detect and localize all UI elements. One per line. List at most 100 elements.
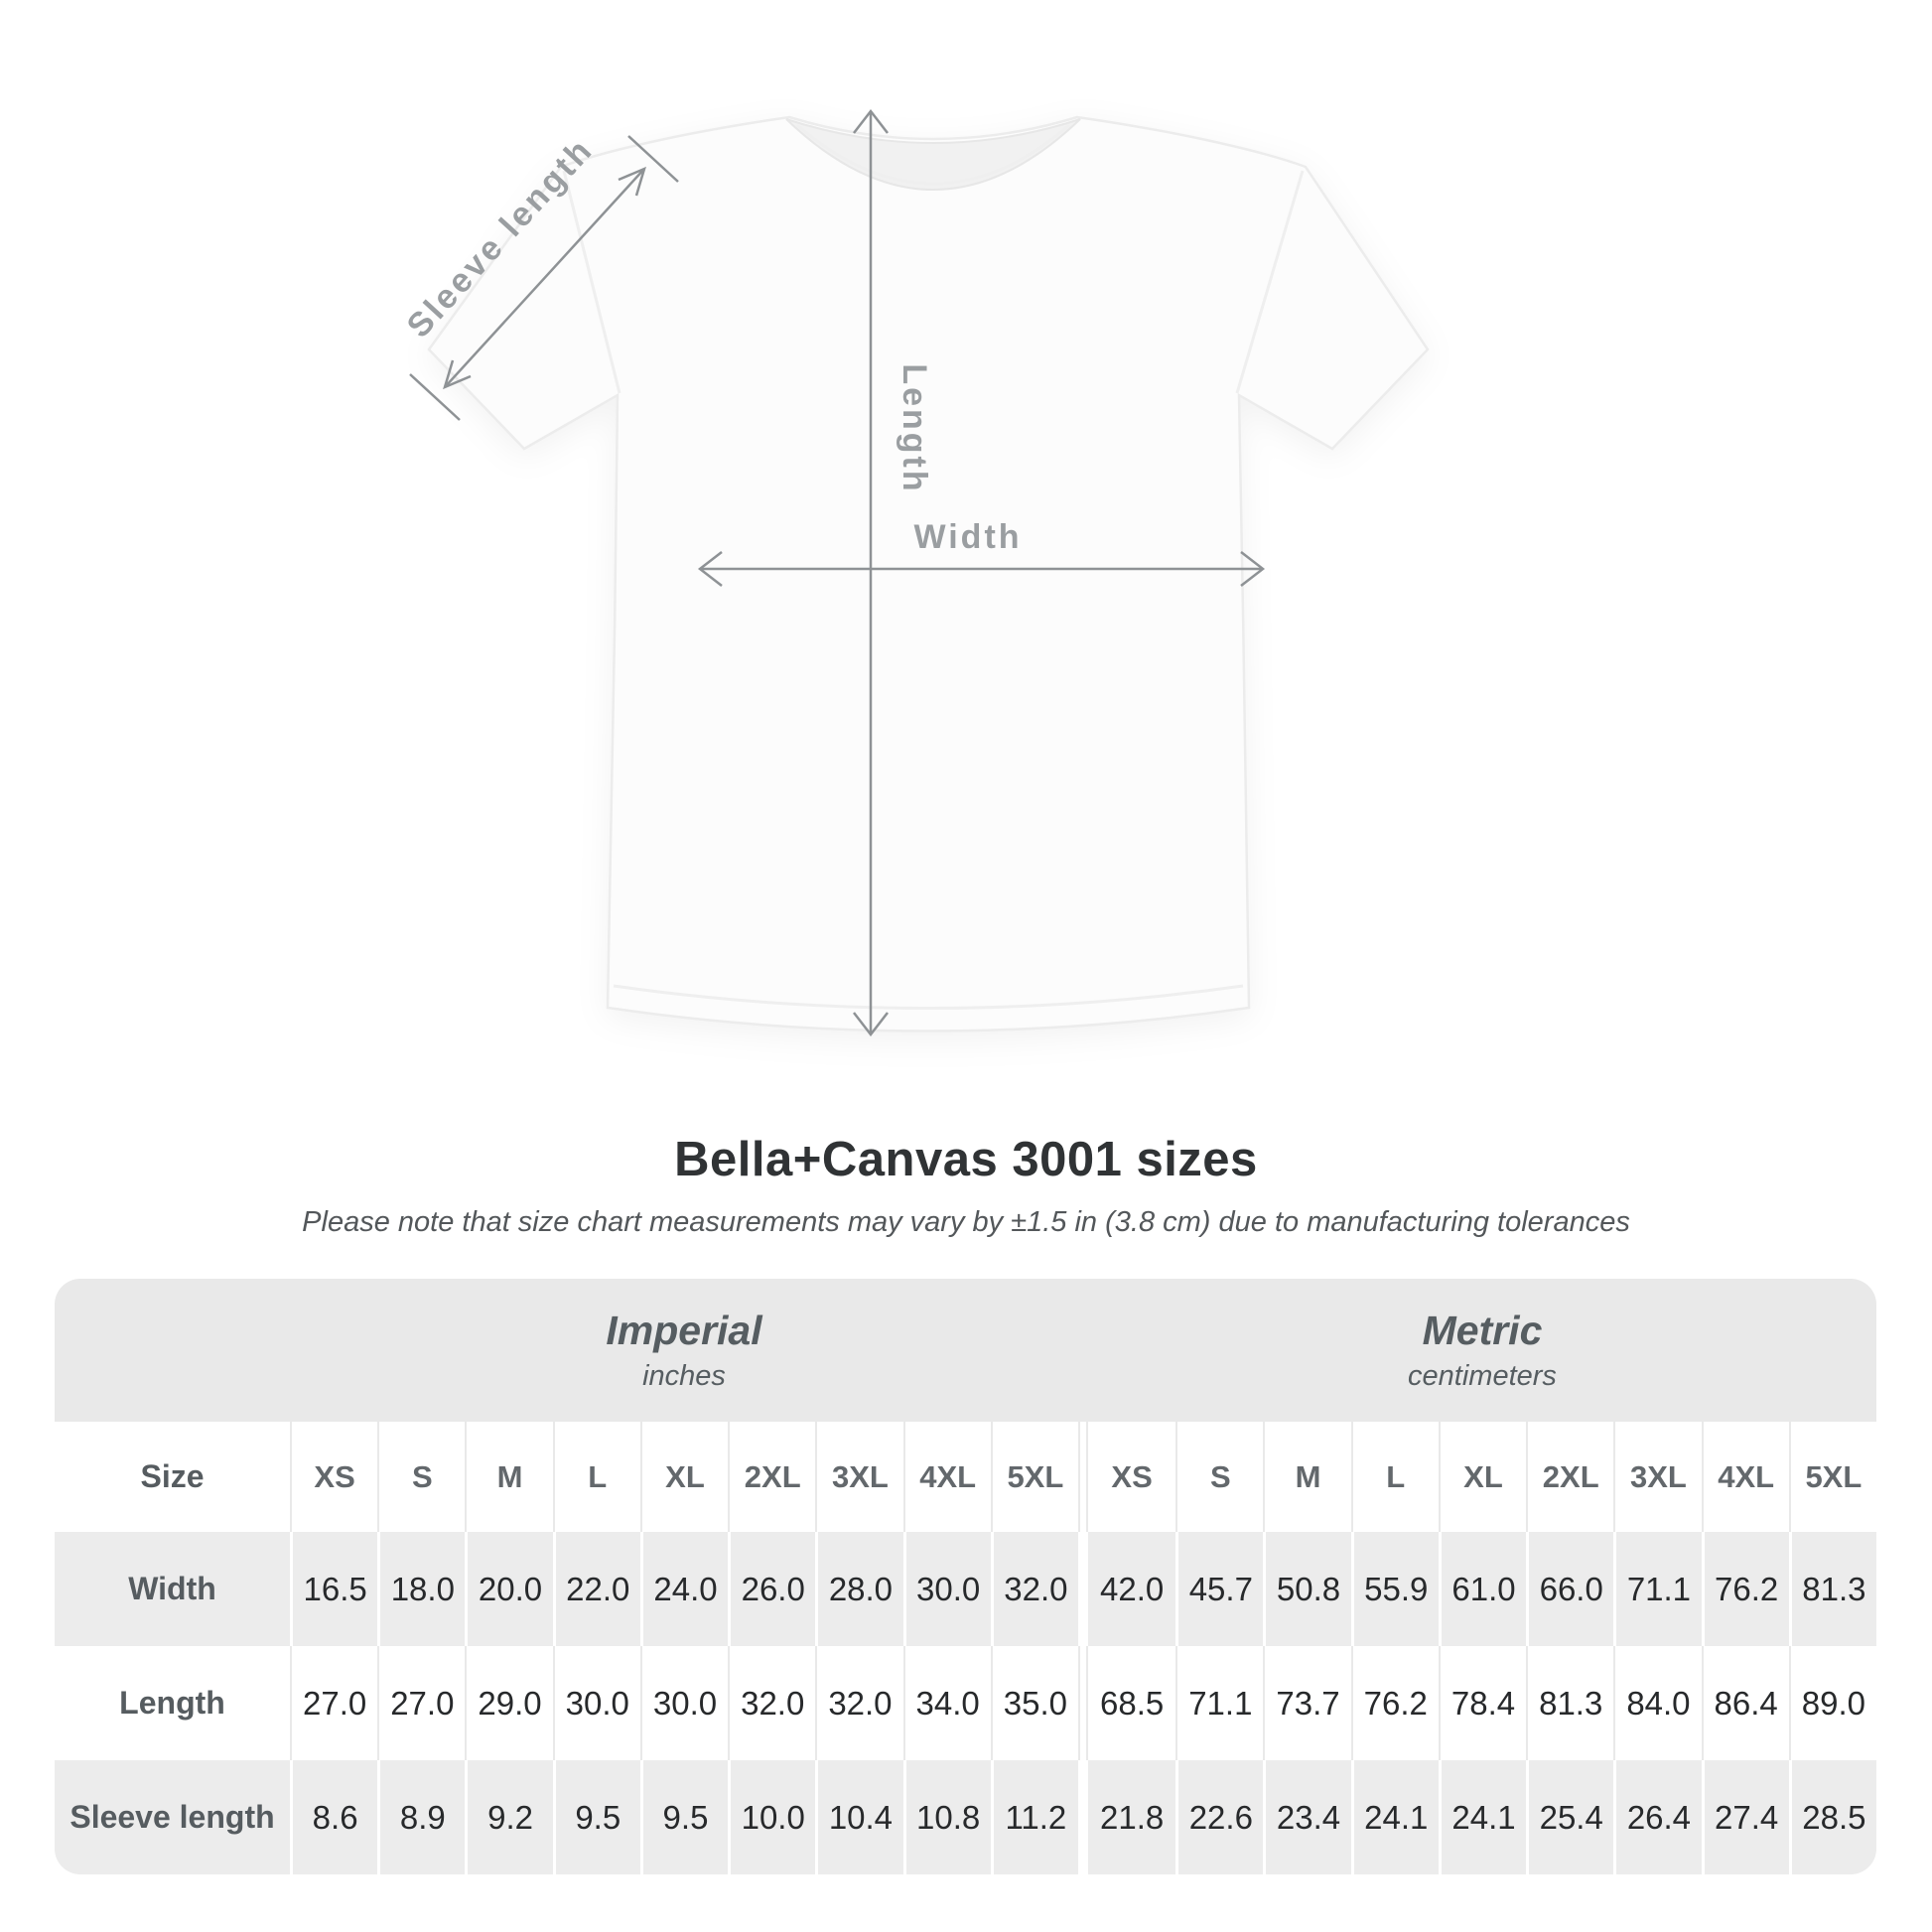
size-col-header: XS — [290, 1422, 377, 1532]
value-cell: 45.7 — [1175, 1532, 1264, 1646]
value-cell: 32.0 — [728, 1646, 815, 1760]
value-cell: 18.0 — [377, 1532, 466, 1646]
group-spacer — [1078, 1760, 1088, 1874]
value-cell: 21.8 — [1087, 1760, 1176, 1874]
bottom-hem-seam — [613, 984, 1244, 1010]
value-cell: 27.4 — [1701, 1760, 1789, 1874]
value-cell: 76.2 — [1350, 1646, 1439, 1760]
size-chart-note: Please note that size chart measurements… — [302, 1206, 1630, 1238]
value-cell: 81.3 — [1526, 1646, 1613, 1760]
value-cell: 50.8 — [1263, 1532, 1351, 1646]
value-cell: 11.2 — [990, 1760, 1078, 1874]
size-col-header: 3XL — [1613, 1422, 1701, 1532]
value-cell: 9.5 — [552, 1760, 640, 1874]
metric-group-unit: centimeters — [1408, 1360, 1557, 1392]
size-col-header: S — [377, 1422, 465, 1532]
value-cell: 35.0 — [990, 1646, 1078, 1760]
value-cell: 55.9 — [1350, 1532, 1439, 1646]
metric-group-name: Metric — [1422, 1308, 1543, 1353]
value-cell: 78.4 — [1438, 1646, 1526, 1760]
value-cell: 81.3 — [1788, 1532, 1876, 1646]
size-col-header: 4XL — [1701, 1422, 1789, 1532]
length-label: Length — [896, 363, 933, 493]
row-label-length: Length — [119, 1685, 225, 1721]
value-cell: 24.0 — [639, 1532, 729, 1646]
size-col-header: 3XL — [815, 1422, 902, 1532]
size-col-header: 2XL — [728, 1422, 815, 1532]
tshirt-graphic — [427, 115, 1430, 1033]
value-cell: 30.0 — [639, 1646, 728, 1760]
collar-band-seam — [796, 123, 1070, 186]
value-cell: 84.0 — [1613, 1646, 1701, 1760]
imperial-group-header: Imperial inches — [290, 1279, 1078, 1422]
value-cell: 86.4 — [1701, 1646, 1789, 1760]
size-col-header: 5XL — [1788, 1422, 1876, 1532]
value-cell: 27.0 — [377, 1646, 465, 1760]
value-cell: 71.1 — [1613, 1532, 1702, 1646]
size-chart-title: Bella+Canvas 3001 sizes — [674, 1133, 1258, 1186]
size-col-header: XL — [1438, 1422, 1526, 1532]
size-col-header: M — [1263, 1422, 1350, 1532]
size-col-header: M — [465, 1422, 552, 1532]
value-cell: 30.0 — [902, 1532, 991, 1646]
value-cell: 10.8 — [902, 1760, 991, 1874]
size-col-header: 4XL — [902, 1422, 991, 1532]
value-cell: 10.0 — [728, 1760, 816, 1874]
size-col-header: XL — [639, 1422, 728, 1532]
value-cell: 16.5 — [290, 1532, 378, 1646]
size-col-header: S — [1175, 1422, 1263, 1532]
size-col-header: L — [1350, 1422, 1439, 1532]
value-cell: 25.4 — [1526, 1760, 1614, 1874]
value-cell: 32.0 — [990, 1532, 1078, 1646]
value-cell: 22.6 — [1175, 1760, 1264, 1874]
value-cell: 8.6 — [290, 1760, 378, 1874]
value-cell: 42.0 — [1087, 1532, 1176, 1646]
value-cell: 9.2 — [465, 1760, 553, 1874]
value-cell: 76.2 — [1701, 1532, 1789, 1646]
group-spacer — [1078, 1532, 1088, 1646]
value-cell: 23.4 — [1263, 1760, 1351, 1874]
width-arrow — [697, 551, 1266, 587]
value-cell: 30.0 — [552, 1646, 640, 1760]
collar-opening — [785, 118, 1081, 191]
value-cell: 24.1 — [1350, 1760, 1439, 1874]
size-col-header: XS — [1111, 1458, 1153, 1494]
tshirt-body — [427, 115, 1430, 1033]
size-header-label: Size — [140, 1458, 205, 1494]
value-cell: 24.1 — [1438, 1760, 1527, 1874]
sleeve-length-arrow — [409, 135, 679, 421]
group-spacer — [1077, 1422, 1088, 1532]
value-cell: 8.9 — [377, 1760, 466, 1874]
right-shoulder-seam — [1235, 170, 1305, 394]
value-cell: 73.7 — [1263, 1646, 1350, 1760]
value-cell: 89.0 — [1788, 1646, 1876, 1760]
value-cell: 26.4 — [1613, 1760, 1702, 1874]
value-cell: 9.5 — [639, 1760, 729, 1874]
value-cell: 20.0 — [465, 1532, 553, 1646]
size-table: Imperial inches Metric centimeters Size … — [55, 1279, 1876, 1874]
imperial-group-unit: inches — [642, 1360, 726, 1392]
row-label-width: Width — [55, 1532, 290, 1646]
tshirt-measurement-diagram: Sleeve length Length Width — [400, 108, 1430, 1037]
length-arrow — [853, 108, 889, 1037]
value-cell: 61.0 — [1438, 1532, 1527, 1646]
value-cell: 22.0 — [552, 1532, 640, 1646]
value-cell: 28.0 — [815, 1532, 903, 1646]
value-cell: 28.5 — [1788, 1760, 1876, 1874]
value-cell: 68.5 — [1099, 1684, 1165, 1722]
value-cell: 29.0 — [465, 1646, 552, 1760]
unit-group-band: Imperial inches Metric centimeters — [55, 1279, 1876, 1422]
value-cell: 34.0 — [902, 1646, 991, 1760]
value-cell: 26.0 — [728, 1532, 816, 1646]
left-shoulder-seam — [562, 170, 621, 394]
value-cell: 66.0 — [1526, 1532, 1614, 1646]
value-cell: 27.0 — [290, 1646, 377, 1760]
size-col-header: 5XL — [990, 1422, 1078, 1532]
size-col-header: L — [552, 1422, 640, 1532]
imperial-group-name: Imperial — [606, 1308, 762, 1353]
metric-group-header: Metric centimeters — [1088, 1279, 1876, 1422]
value-cell: 10.4 — [815, 1760, 903, 1874]
value-cell: 32.0 — [815, 1646, 902, 1760]
size-col-header: 2XL — [1526, 1422, 1613, 1532]
value-cell: 71.1 — [1175, 1646, 1263, 1760]
